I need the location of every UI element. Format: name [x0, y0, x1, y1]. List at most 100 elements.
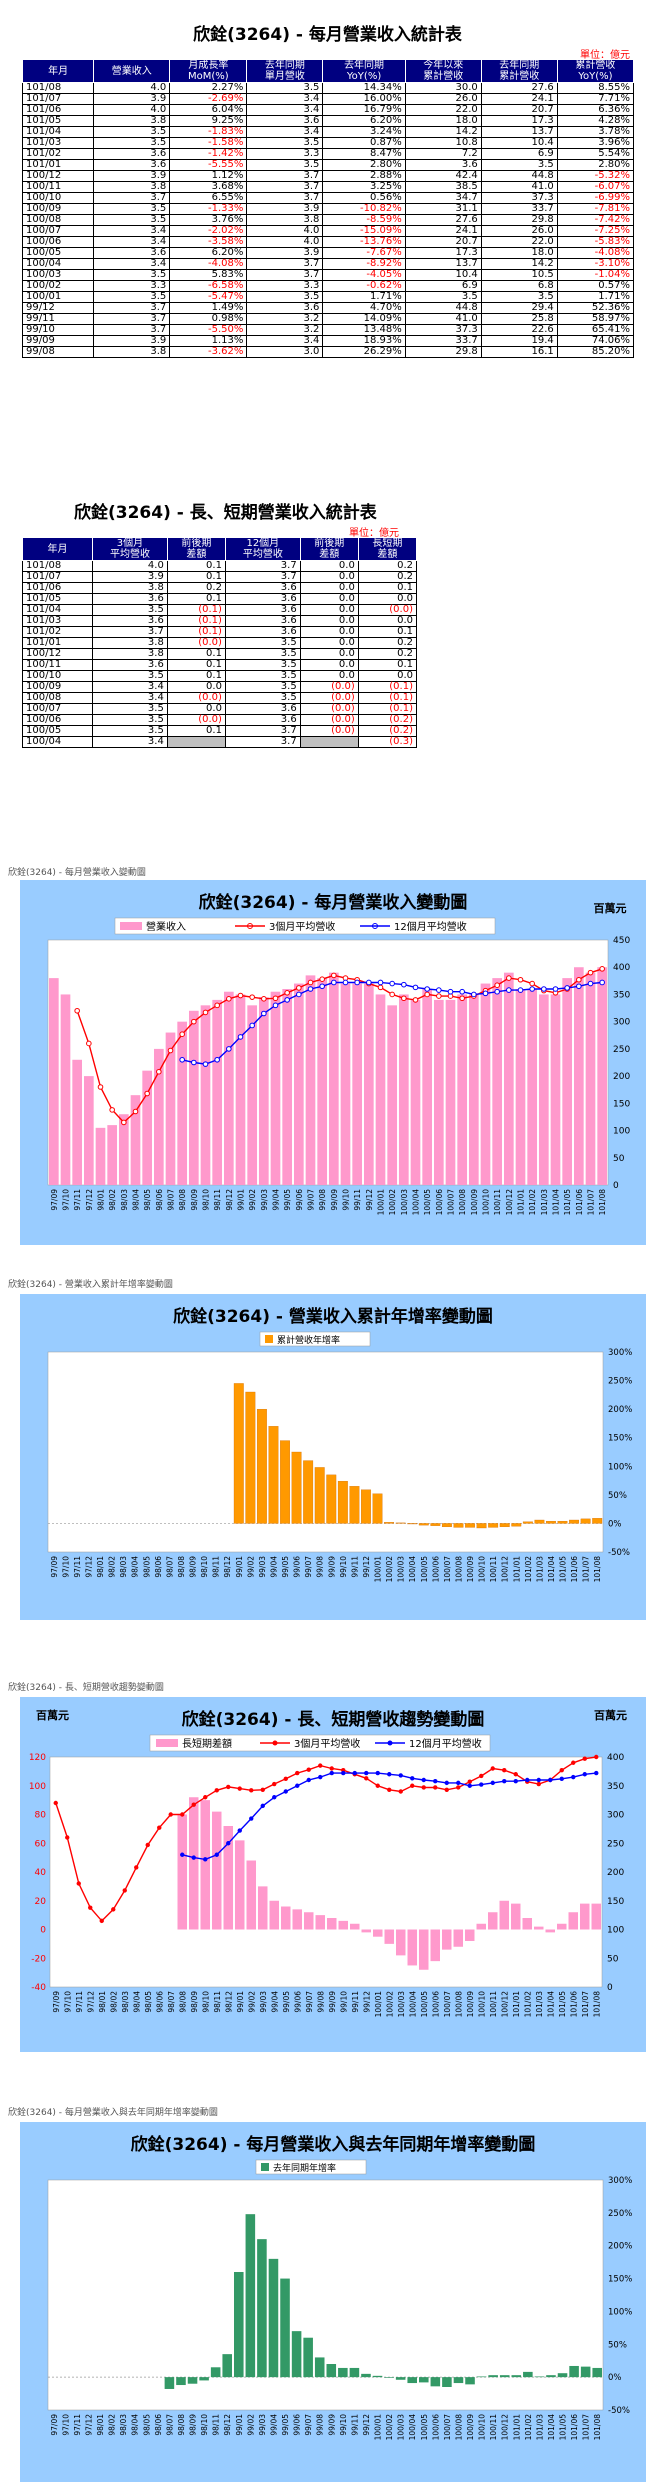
y-tick-label-left: 40: [35, 1868, 47, 1878]
avg12-point: [214, 1056, 220, 1063]
avg3-point: [433, 1785, 438, 1790]
table-row: 100/03 3.5 5.83% 3.7 -4.05% 10.4 10.5 -1.04%: [21, 269, 635, 281]
x-tick-label: 100/12: [501, 2414, 510, 2441]
table-cell: 99/11: [21, 313, 95, 325]
table-cell: 3.5: [246, 137, 324, 149]
x-tick-label: 97/11: [73, 2414, 82, 2436]
legend-label: 累計營收年增率: [277, 1334, 340, 1346]
table-cell: 2.80%: [556, 159, 635, 171]
legend-label: 營業收入: [146, 920, 186, 933]
table-cell: 3.9: [93, 93, 171, 105]
y-tick-label: 300%: [608, 1348, 632, 1358]
table-cell: 100/07: [21, 703, 94, 715]
table-cell: 3.9: [92, 571, 168, 583]
yoy-bar: [407, 2377, 417, 2384]
table-cell: (0.0): [299, 714, 359, 726]
avg3-point: [318, 1763, 323, 1768]
table-cell: (0.0): [166, 714, 226, 726]
avg3-point: [517, 976, 524, 983]
yoy-bar: [592, 2367, 602, 2378]
avg12-point: [444, 1780, 449, 1786]
avg12-point: [364, 1770, 369, 1776]
table-cell: 4.0: [92, 560, 168, 572]
avg12-point: [191, 1059, 197, 1066]
avg12-point: [410, 1776, 415, 1781]
avg3-point: [494, 982, 500, 988]
revenue-bar: [480, 983, 491, 1185]
revenue-bar: [422, 989, 432, 1185]
table-cell: -1.42%: [169, 148, 248, 160]
revenue-bar: [364, 983, 374, 1185]
avg3-point: [202, 1009, 209, 1016]
yoy-bar: [338, 2367, 348, 2378]
avg3-point: [296, 985, 302, 991]
y-tick-label: 150: [613, 1099, 630, 1109]
table-cell: 3.5: [224, 659, 301, 671]
avg12-point: [459, 988, 465, 995]
avg12-point: [352, 1770, 357, 1776]
x-tick-label: 98/12: [224, 1991, 233, 2013]
y-tick-label-right: 350: [607, 1782, 624, 1792]
avg3-point: [283, 1776, 288, 1782]
cumulative-yoy-bar: [499, 1523, 510, 1528]
x-tick-label: 100/08: [454, 1556, 463, 1583]
x-tick-label: 97/12: [84, 2414, 93, 2436]
table-cell: 1.13%: [169, 335, 248, 347]
avg12-point: [548, 1777, 553, 1783]
table-cell: (0.2): [357, 714, 418, 726]
table-cell: 100/07: [21, 225, 95, 237]
x-tick-label: 100/01: [377, 1189, 386, 1216]
avg3-point: [331, 972, 337, 979]
x-tick-label: 100/08: [454, 2414, 463, 2441]
column-header: 今年以來 累計營收: [404, 59, 482, 83]
cumulative-yoy-bar: [522, 1521, 533, 1524]
x-tick-label: 100/01: [374, 1556, 383, 1583]
x-tick-label: 98/07: [165, 2414, 174, 2436]
table-cell: 3.5: [92, 725, 168, 737]
legend-box: [114, 917, 496, 935]
avg12-point: [456, 1780, 461, 1786]
avg3-line: [76, 968, 603, 1124]
x-tick-label: 100/02: [388, 1189, 397, 1216]
x-tick-label: 97/10: [61, 2414, 70, 2436]
avg3-point: [272, 1781, 277, 1787]
table-cell: 33.7: [404, 335, 482, 347]
table-cell: 3.6: [224, 714, 301, 726]
avg12-point: [319, 983, 325, 990]
column-header: 月成長率 MoM(%): [169, 59, 248, 83]
table-cell: 3.5: [92, 703, 168, 715]
x-tick-label: 99/06: [293, 2414, 302, 2436]
x-tick-label: 98/11: [213, 1189, 222, 1211]
table-row: 99/12 3.7 1.49% 3.6 4.70% 44.8 29.4 52.36%: [21, 302, 635, 314]
revenue-bar: [352, 983, 362, 1185]
x-tick-label: 99/04: [270, 1991, 279, 2013]
table-cell: 3.6: [92, 615, 168, 627]
table-cell: 0.1: [166, 593, 226, 605]
x-tick-label: 101/07: [582, 2414, 591, 2441]
cumulative-yoy-bar: [314, 1467, 325, 1524]
table-cell: 3.7: [246, 170, 324, 182]
table-cell: 25.8: [480, 313, 558, 325]
revenue-bar: [387, 1005, 397, 1185]
avg3-point: [513, 1772, 518, 1777]
longshort-diff-bar: [338, 1920, 348, 1930]
column-header: 3個月 平均營收: [92, 537, 168, 561]
table-cell: 100/09: [21, 681, 94, 693]
table-cell: 3.4: [93, 236, 171, 248]
x-tick-label: 100/10: [477, 1991, 486, 2018]
table-cell: 0.0: [166, 681, 226, 693]
x-tick-label: 100/02: [385, 1556, 394, 1583]
table-cell: 3.5: [246, 291, 324, 303]
table-cell: 100/09: [21, 203, 95, 215]
avg3-point: [410, 1783, 415, 1788]
legend: 去年同期年增率: [255, 2159, 367, 2175]
table-cell: 3.6: [224, 582, 301, 594]
avg3-point: [249, 1788, 254, 1793]
table-cell: 3.8: [93, 346, 171, 358]
table-cell: 101/08: [21, 82, 95, 94]
longshort-table: 年月 3個月 平均營收 前後期 差額 12個月 平均營收 前後期 差額 長短期 差額 101…: [21, 537, 418, 748]
revenue-bar: [410, 999, 421, 1185]
longshort-diff-bar: [246, 1860, 256, 1930]
yoy-bar: [372, 2375, 383, 2378]
table-row: 101/01 3.8 (0.0) 3.5 0.0 0.2: [21, 637, 418, 649]
